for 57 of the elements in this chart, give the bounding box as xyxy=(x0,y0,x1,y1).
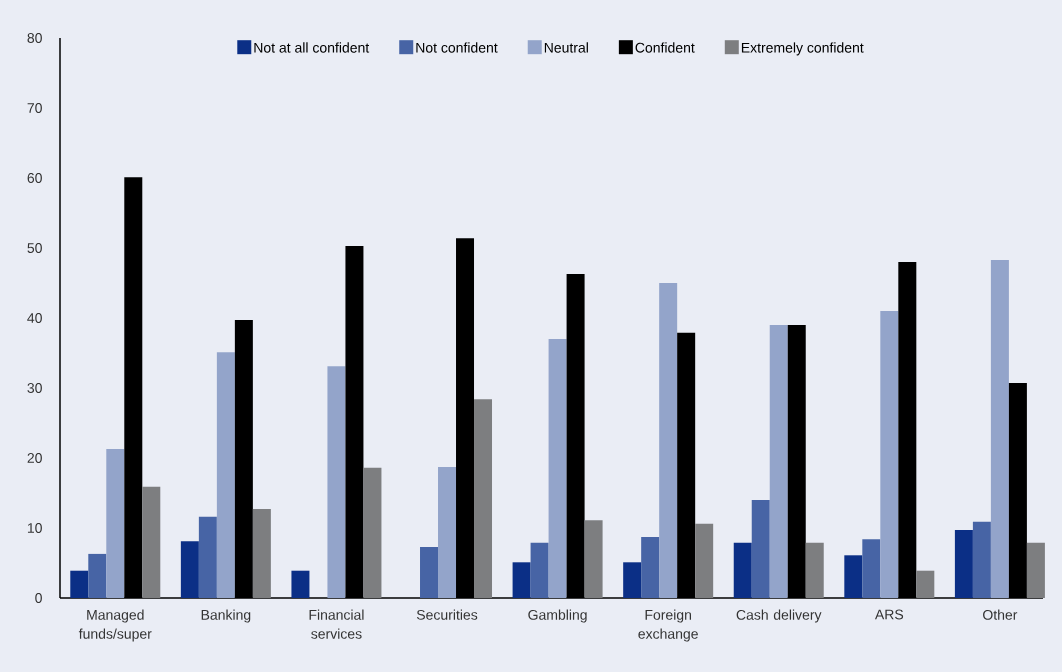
bar xyxy=(916,570,935,598)
bar xyxy=(862,539,881,598)
y-tick-label: 20 xyxy=(27,453,42,463)
y-tick-label: 40 xyxy=(27,313,42,323)
bar xyxy=(512,562,531,598)
bar xyxy=(641,537,660,598)
bar xyxy=(106,448,125,598)
y-tick-label: 70 xyxy=(27,103,42,113)
bar xyxy=(769,325,788,598)
bar xyxy=(420,546,439,598)
bar xyxy=(70,570,89,598)
legend-label: Not at all confident xyxy=(254,42,370,53)
bar xyxy=(954,530,973,598)
bar xyxy=(438,467,457,598)
bar xyxy=(584,520,603,598)
y-tick-label: 0 xyxy=(35,593,42,603)
bar xyxy=(291,570,310,598)
bar xyxy=(142,486,161,598)
x-tick-label: Foreign exchange xyxy=(638,609,698,642)
bar xyxy=(88,553,107,598)
bar xyxy=(1026,542,1045,598)
y-tick-label: 10 xyxy=(27,523,42,533)
legend-label: Extremely confident xyxy=(741,42,864,56)
bar xyxy=(252,509,271,598)
y-tick-label: 50 xyxy=(27,243,42,253)
bar xyxy=(972,521,991,598)
x-tick-label: Securities xyxy=(416,609,478,620)
bar xyxy=(880,311,899,598)
x-tick-label: ARS xyxy=(874,609,904,620)
legend-label: Confident xyxy=(635,42,695,53)
bar xyxy=(844,555,863,598)
y-tick-label: 30 xyxy=(27,383,42,393)
bar xyxy=(548,339,567,598)
bar xyxy=(198,516,217,598)
x-tick-label: Banking xyxy=(201,609,251,623)
y-tick-label: 60 xyxy=(27,173,42,183)
bar xyxy=(623,562,642,598)
bar xyxy=(474,399,493,598)
x-tick-label: Gambling xyxy=(528,609,587,623)
bar xyxy=(733,542,752,598)
bar xyxy=(695,523,714,598)
bar xyxy=(363,467,382,598)
bar xyxy=(805,542,824,598)
x-tick-label: Cash delivery xyxy=(736,609,822,623)
legend-label: Not confident xyxy=(416,42,498,53)
bar xyxy=(990,259,1009,598)
x-tick-label: Other xyxy=(983,609,1018,620)
bar xyxy=(216,352,235,598)
bar xyxy=(180,541,199,598)
legend-label: Neutral xyxy=(544,42,588,53)
x-tick-label: Financial services xyxy=(309,609,364,639)
bar xyxy=(751,500,770,598)
bar xyxy=(530,542,549,598)
y-tick-label: 80 xyxy=(27,33,42,43)
bar xyxy=(327,366,346,598)
x-tick-label: Managed funds/super xyxy=(78,609,152,642)
bar xyxy=(659,283,678,598)
